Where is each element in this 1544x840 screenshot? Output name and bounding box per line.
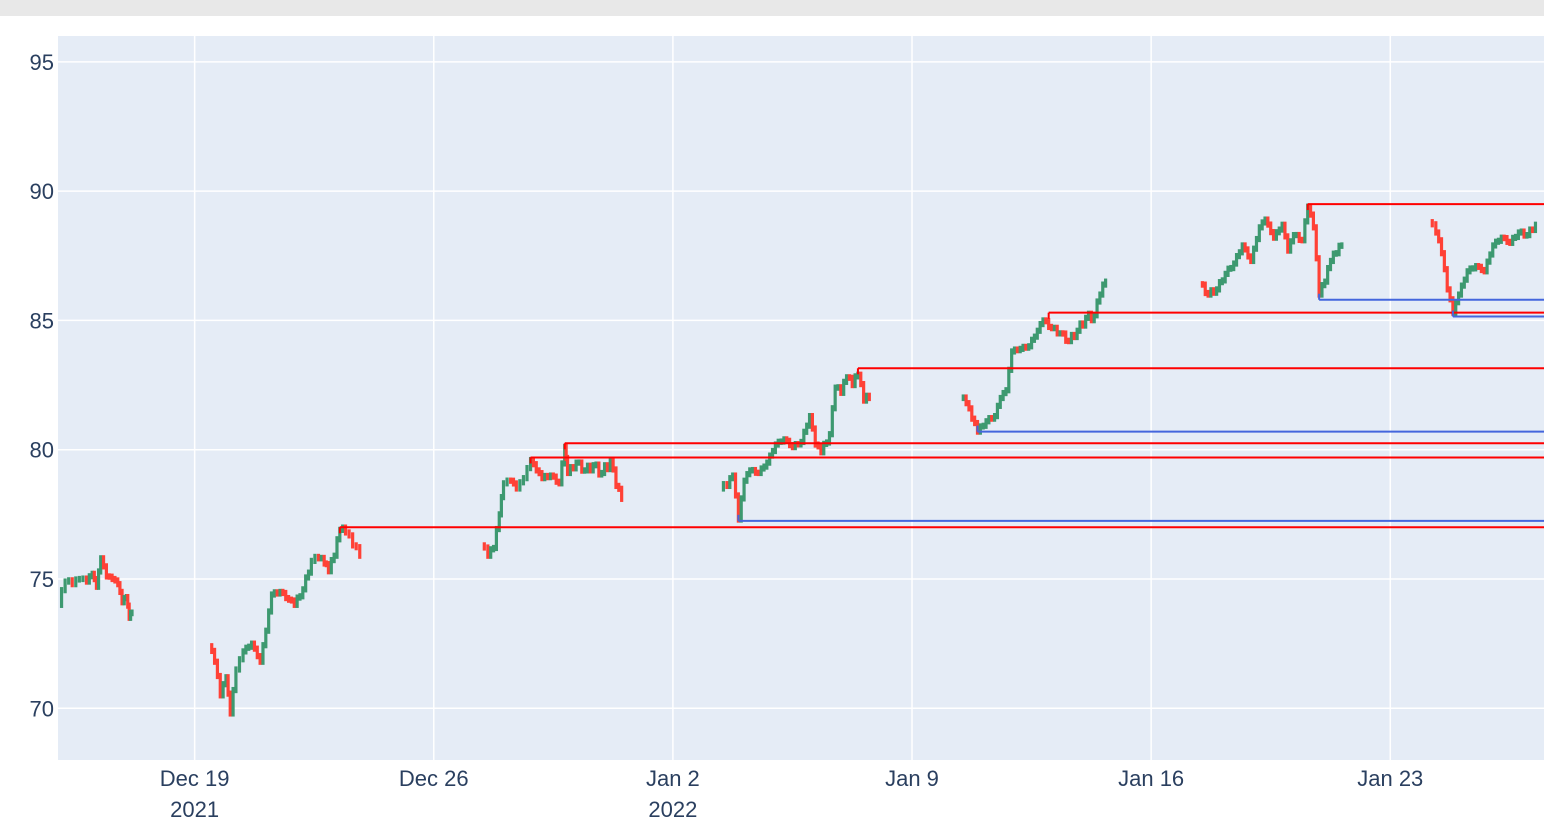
- y-tick-label: 95: [30, 50, 54, 75]
- plot-background: [58, 36, 1544, 760]
- y-tick-label: 85: [30, 308, 54, 333]
- x-axis: Dec 19 2021 Dec 26 Jan 2 2022 Jan 9 Jan 16 Jan …: [160, 766, 1424, 822]
- x-tick-label: Jan 9: [885, 766, 939, 791]
- chart-frame: 70 75 80 85 90 95 Dec 19 2021 Dec 26 Jan 2 2022 Ja…: [0, 16, 1544, 840]
- price-segment: [961, 278, 1108, 435]
- y-tick-label: 90: [30, 179, 54, 204]
- price-segment: [59, 555, 134, 621]
- x-tick-label: Dec 26: [399, 766, 469, 791]
- x-tick-label: Jan 2: [646, 766, 700, 791]
- x-tick-year-label: 2021: [170, 797, 219, 822]
- y-axis: 70 75 80 85 90 95: [30, 50, 54, 721]
- x-tick-label: Jan 16: [1118, 766, 1184, 791]
- y-tick-label: 80: [30, 438, 54, 463]
- level-lines: [338, 203, 1544, 534]
- price-segment: [1430, 219, 1538, 316]
- y-tick-label: 75: [30, 567, 54, 592]
- x-tick-year-label: 2022: [648, 797, 697, 822]
- price-segment: [210, 524, 362, 717]
- price-segment: [1200, 203, 1344, 298]
- x-tick-label: Jan 23: [1357, 766, 1423, 791]
- y-tick-label: 70: [30, 696, 54, 721]
- x-tick-label: Dec 19: [160, 766, 230, 791]
- price-chart: 70 75 80 85 90 95 Dec 19 2021 Dec 26 Jan 2 2022 Ja…: [30, 36, 1544, 822]
